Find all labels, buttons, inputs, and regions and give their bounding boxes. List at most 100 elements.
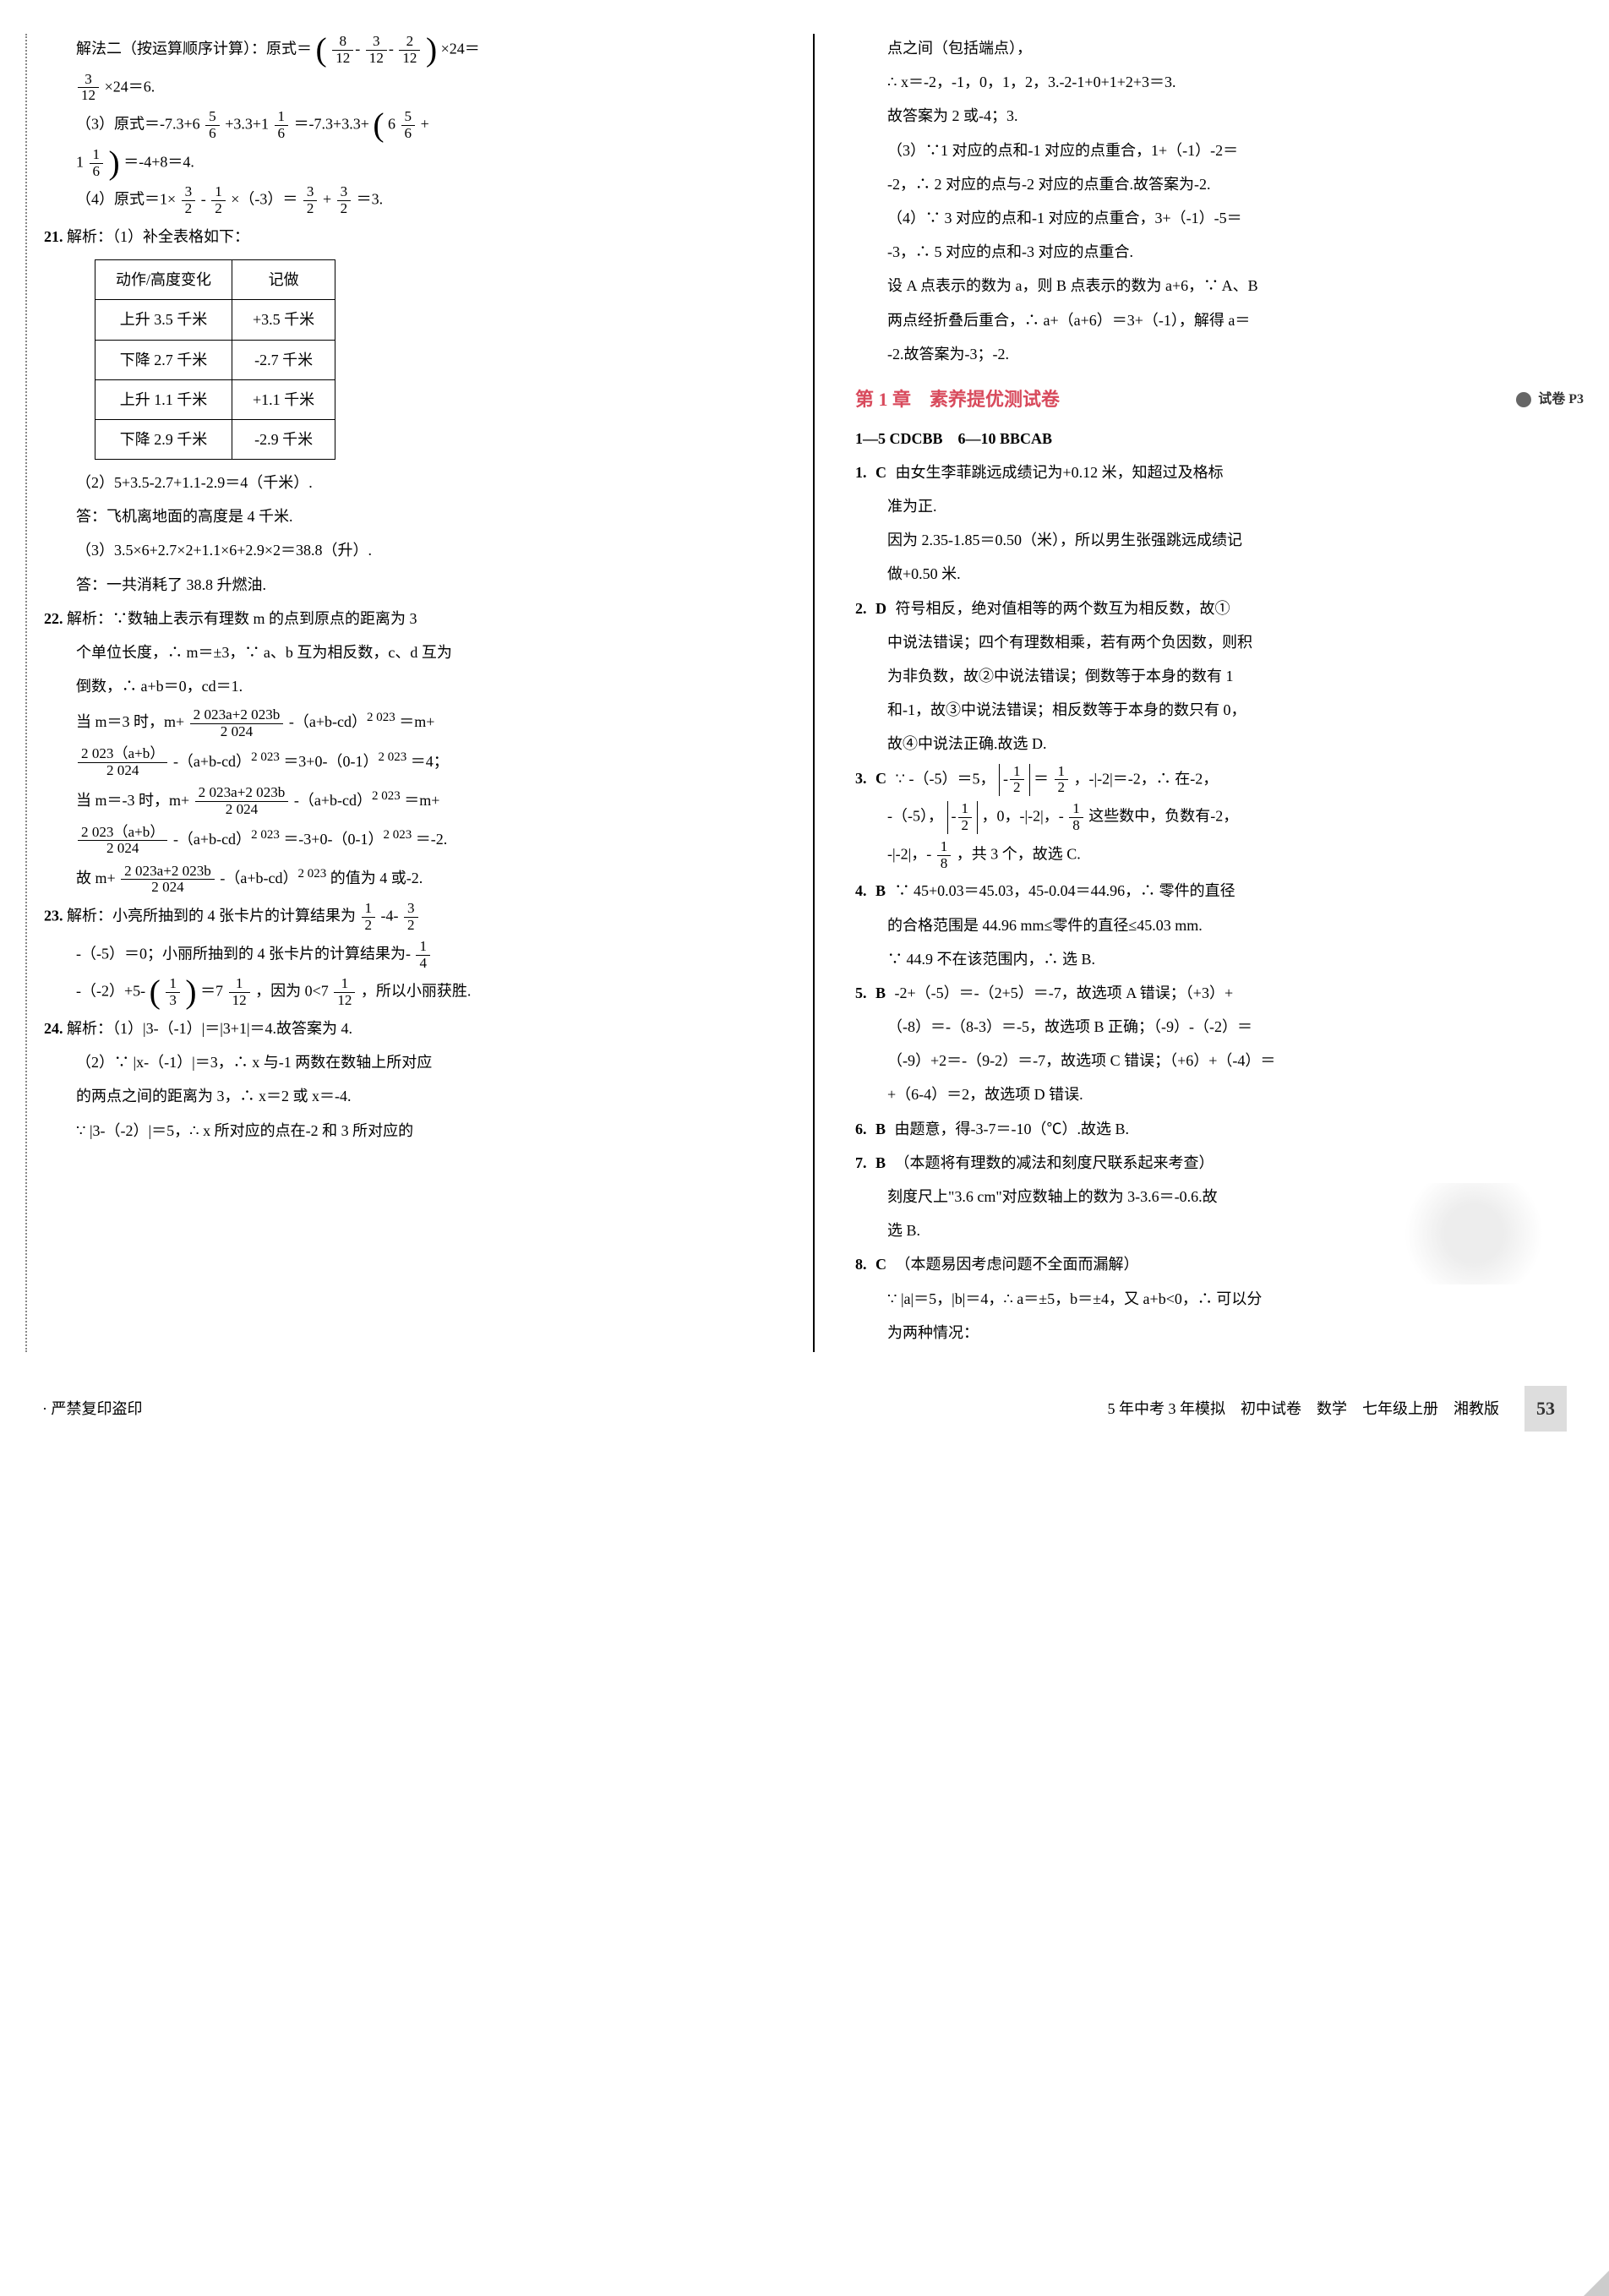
q-ans: C — [875, 458, 886, 487]
q-num: 8. — [855, 1250, 867, 1279]
frac: 16 — [90, 147, 104, 180]
td: -2.9 千米 — [232, 419, 335, 459]
r-l10: -2.故答案为-3；-2. — [855, 340, 1584, 368]
lparen-icon: ( — [373, 106, 384, 144]
q5-l4: +（6-4）＝2，故选项 D 错误. — [855, 1080, 1584, 1109]
td: 下降 2.7 千米 — [95, 340, 232, 379]
q5-l3: （-9）+2＝-（9-2）＝-7，故选项 C 错误；（+6）+（-4）＝ — [855, 1046, 1584, 1075]
text: -|-2|，- — [887, 845, 931, 862]
r-l2: ∴ x＝-2，-1，0，1，2，3.-2-1+0+1+2+3＝3. — [855, 68, 1584, 96]
text: + — [421, 116, 429, 133]
q3-l3: -|-2|，- 18 ，共 3 个，故选 C. — [855, 839, 1584, 872]
text: ＝3. — [357, 191, 384, 208]
text: ，所以小丽获胜. — [361, 983, 472, 1000]
tag-text: 试卷 P3 — [1538, 392, 1584, 406]
frac: 12 — [362, 901, 376, 934]
p20-3-line2: 1 16 ) ＝-4+8＝4. — [44, 147, 772, 180]
sup: 2 023 — [383, 828, 412, 842]
text: ＝-3+0-（0-1） — [283, 831, 383, 848]
q2-l3: 为非负数，故②中说法错误；倒数等于本身的数有 1 — [855, 662, 1584, 690]
frac: 14 — [416, 939, 430, 972]
text: ＝7 — [200, 983, 223, 1000]
text: 1 — [76, 153, 84, 170]
text: ，-|-2|＝-2，∴ 在-2， — [1074, 770, 1219, 787]
r-l4: （3）∵1 对应的点和-1 对应的点重合，1+（-1）-2＝ — [855, 136, 1584, 165]
q8: 8. C （本题易因考虑问题不全面而漏解） ∵ |a|＝5，|b|＝4，∴ a＝… — [855, 1250, 1584, 1347]
text: -（a+b-cd） — [173, 753, 251, 770]
q24-2c: ∵ |3-（-2）|＝5，∴ x 所对应的点在-2 和 3 所对应的 — [44, 1116, 772, 1145]
text: ＝m+ — [399, 713, 434, 730]
q24-label: 24. — [44, 1020, 63, 1037]
q-ans: B — [875, 876, 886, 905]
footer-left: · 严禁复印盗印 — [42, 1394, 143, 1423]
r-l3: 故答案为 2 或-4；3. — [855, 101, 1584, 130]
text: 6 — [388, 116, 395, 133]
q2-l4: 和-1，故③中说法错误；相反数等于本身的数只有 0， — [855, 695, 1584, 724]
q-ans: D — [875, 594, 886, 623]
frac: 13 — [166, 976, 180, 1009]
q4-l3: ∵ 44.9 不在该范围内，∴ 选 B. — [855, 945, 1584, 973]
q7: 7. B （本题将有理数的减法和刻度尺联系起来考查） 刻度尺上"3.6 cm"对… — [855, 1148, 1584, 1246]
frac: 56 — [401, 109, 416, 142]
page-container: 解法二（按运算顺序计算）：原式＝ ( 812- 312- 212 ) ×24＝ … — [25, 34, 1584, 1352]
q21-header: 21. 解析：（1）补全表格如下： — [44, 222, 772, 251]
frac: 12 — [1055, 764, 1069, 797]
text: 解析：（1）|3-（-1）|＝|3+1|＝4.故答案为 4. — [67, 1020, 352, 1037]
text: +3.3+1 — [225, 116, 269, 133]
sup: 2 023 — [367, 711, 395, 724]
circle-icon — [1516, 392, 1531, 407]
text: -（-2）+5- — [76, 983, 145, 1000]
r-l6: （4）∵ 3 对应的点和-1 对应的点重合，3+（-1）-5＝ — [855, 204, 1584, 232]
q-num: 3. — [855, 764, 867, 793]
frac: 32 — [337, 184, 352, 217]
q24-2b: 的两点之间的距离为 3，∴ x＝2 或 x＝-4. — [44, 1082, 772, 1110]
q1: 1. C 由女生李菲跳远成绩记为+0.12 米，知超过及格标 准为正. 因为 2… — [855, 458, 1584, 589]
q4-line1: 4. B ∵ 45+0.03＝45.03，45-0.04＝44.96，∴ 零件的… — [855, 876, 1584, 905]
frac: 16 — [275, 109, 289, 142]
text: ，共 3 个，故选 C. — [957, 845, 1081, 862]
q22-l7: 2 023（a+b）2 024 -（a+b-cd）2 023 ＝-3+0-（0-… — [44, 823, 772, 857]
q22-label: 22. — [44, 610, 63, 627]
td: 上升 3.5 千米 — [95, 300, 232, 340]
q1-l3: 因为 2.35-1.85＝0.50（米），所以男生张强跳远成绩记 — [855, 526, 1584, 554]
right-column: 点之间（包括端点）， ∴ x＝-2，-1，0，1，2，3.-2-1+0+1+2+… — [855, 34, 1584, 1352]
rparen-icon: ) — [109, 144, 120, 181]
frac: 312 — [78, 72, 99, 105]
q24-2a: （2）∵ |x-（-1）|＝3，∴ x 与-1 两数在数轴上所对应 — [44, 1048, 772, 1077]
text: 解析：小亮所抽到的 4 张卡片的计算结果为 — [67, 908, 356, 924]
q21-3: （3）3.5×6+2.7×2+1.1×6+2.9×2＝38.8（升）. — [44, 536, 772, 564]
q21-2: （2）5+3.5-2.7+1.1-2.9＝4（千米）. — [44, 468, 772, 497]
frac: 18 — [1069, 801, 1083, 834]
text: （本题将有理数的减法和刻度尺联系起来考查） — [895, 1154, 1214, 1171]
q-num: 7. — [855, 1148, 867, 1177]
q1-line1: 1. C 由女生李菲跳远成绩记为+0.12 米，知超过及格标 — [855, 458, 1584, 487]
text: （3）原式＝-7.3+6 — [76, 116, 200, 133]
sup: 2 023 — [251, 750, 280, 764]
td: +1.1 千米 — [232, 379, 335, 419]
q22-l5: 2 023（a+b）2 024 -（a+b-cd）2 023 ＝3+0-（0-1… — [44, 745, 772, 779]
q8-line1: 8. C （本题易因考虑问题不全面而漏解） — [855, 1250, 1584, 1279]
text: ＝3+0-（0-1） — [283, 753, 378, 770]
sup: 2 023 — [372, 789, 401, 803]
q3-l2: -（-5）， -12 ，0，-|-2|，- 18 这些数中，负数有-2， — [855, 801, 1584, 834]
text: ×24＝ — [441, 40, 480, 57]
td: +3.5 千米 — [232, 300, 335, 340]
frac: 32 — [404, 901, 418, 934]
p20-3-line1: （3）原式＝-7.3+6 56 +3.3+1 16 ＝-7.3+3.3+ ( 6… — [44, 109, 772, 142]
text: 的值为 4 或-2. — [330, 870, 423, 886]
section-title-text: 第 1 章 素养提优测试卷 — [855, 382, 1060, 417]
page-number: 53 — [1524, 1386, 1567, 1432]
q23-l3: -（-2）+5- ( 13 ) ＝7 112 ，因为 0<7 112 ，所以小丽… — [44, 976, 772, 1009]
q4: 4. B ∵ 45+0.03＝45.03，45-0.04＝44.96，∴ 零件的… — [855, 876, 1584, 973]
frac: 2 023a+2 023b2 024 — [190, 707, 284, 740]
q6-line1: 6. B 由题意，得-3-7＝-10（℃）.故选 B. — [855, 1115, 1584, 1143]
text: 符号相反，绝对值相等的两个数互为相反数，故① — [896, 600, 1230, 617]
th: 动作/高度变化 — [95, 260, 232, 300]
frac: 12 — [211, 184, 226, 217]
abs: -12 — [999, 764, 1030, 797]
text: -（-5）＝0；小丽所抽到的 4 张卡片的计算结果为- — [76, 945, 411, 962]
text: ＝4； — [411, 753, 449, 770]
lparen-icon: ( — [150, 973, 161, 1011]
q7-l2: 刻度尺上"3.6 cm"对应数轴上的数为 3-3.6＝-0.6.故 — [855, 1182, 1584, 1211]
solution-2-line1: 解法二（按运算顺序计算）：原式＝ ( 812- 312- 212 ) ×24＝ — [44, 34, 772, 67]
